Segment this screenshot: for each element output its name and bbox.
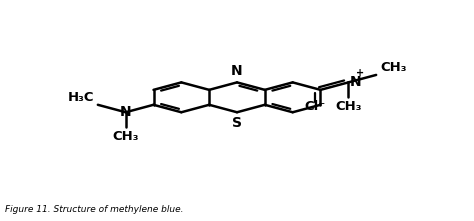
- Text: N: N: [231, 65, 243, 78]
- Text: N: N: [120, 105, 131, 119]
- Text: N: N: [349, 75, 361, 89]
- Text: Cl⁻: Cl⁻: [305, 100, 326, 113]
- Text: CH₃: CH₃: [112, 130, 139, 143]
- Text: Figure 11. Structure of methylene blue.: Figure 11. Structure of methylene blue.: [5, 205, 184, 214]
- Text: S: S: [232, 116, 242, 130]
- Text: H₃C: H₃C: [68, 91, 94, 104]
- Text: CH₃: CH₃: [335, 100, 362, 113]
- Text: +: +: [356, 69, 364, 78]
- Text: CH₃: CH₃: [380, 61, 406, 74]
